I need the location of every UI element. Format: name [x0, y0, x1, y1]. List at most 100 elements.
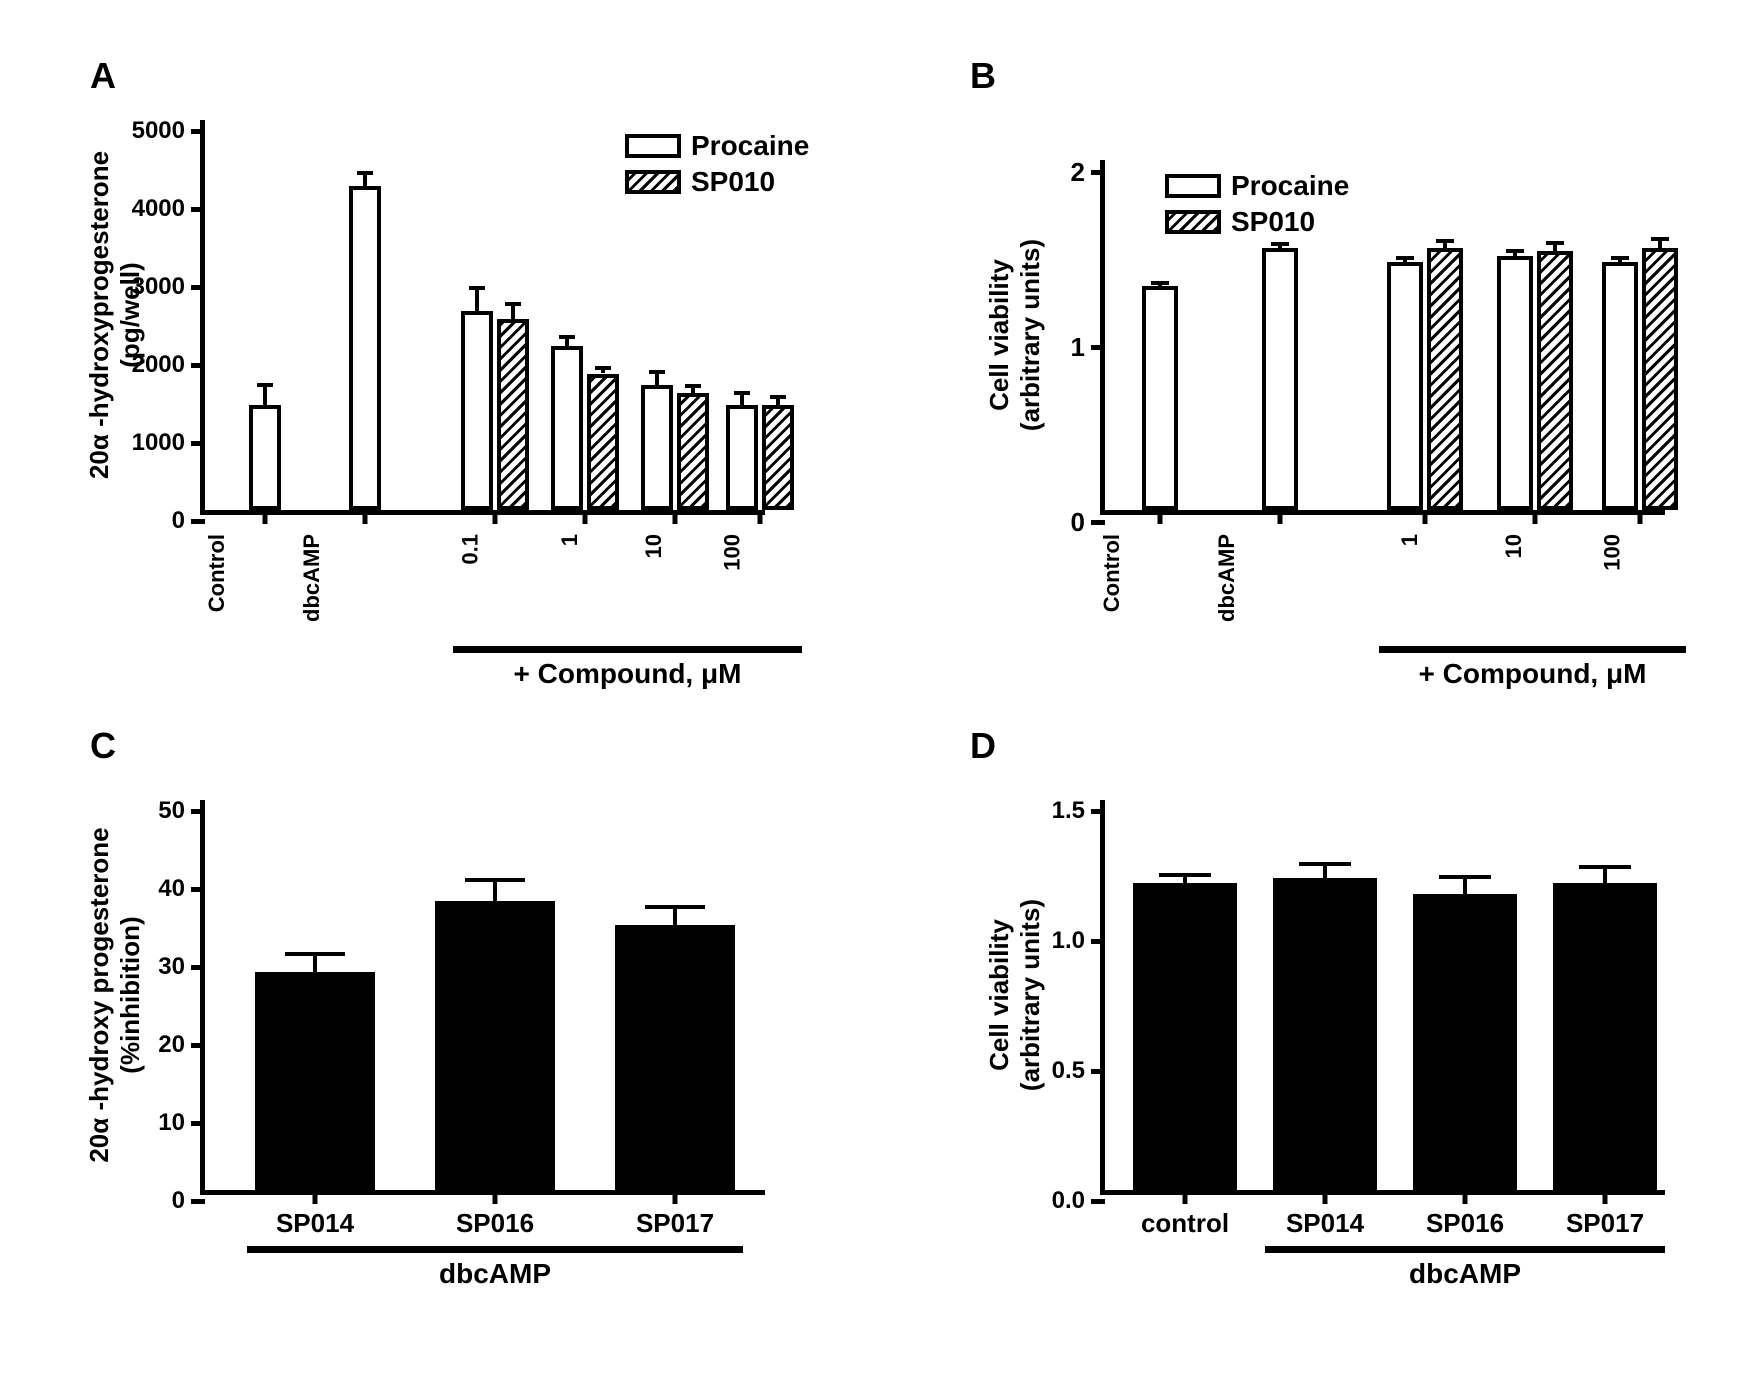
x-axis-group-label: + Compound, μM — [1379, 658, 1686, 690]
y-tick-label: 10 — [158, 1109, 191, 1137]
y-axis-label: 20α -hydroxyprogesterone(pg/well) — [84, 151, 146, 479]
bar — [726, 405, 758, 510]
y-tick-mark — [1091, 1069, 1105, 1074]
y-tick-mark — [191, 1199, 205, 1204]
y-tick: 20 — [158, 1031, 205, 1059]
error-cap — [285, 952, 345, 956]
x-tick-mark — [758, 510, 763, 524]
x-tick-label: 10 — [641, 510, 667, 558]
error-cap — [1299, 862, 1351, 866]
y-tick: 0 — [172, 507, 205, 535]
y-tick-label: 1.0 — [1052, 927, 1091, 955]
legend-label: SP010 — [1231, 206, 1315, 238]
y-tick-label: 40 — [158, 875, 191, 903]
plot-area: 01000200030004000500020α -hydroxyprogest… — [200, 120, 765, 515]
x-tick-label: control — [1141, 1190, 1229, 1239]
panel-label-b: B — [970, 55, 996, 97]
x-axis-group-label: dbcAMP — [1265, 1258, 1665, 1290]
y-tick-label: 0.5 — [1052, 1057, 1091, 1085]
x-tick-label: 10 — [1501, 510, 1527, 558]
y-axis-label-line1: 20α -hydroxy progesterone — [84, 827, 115, 1162]
y-tick: 0.5 — [1052, 1057, 1105, 1085]
y-tick: 1.0 — [1052, 927, 1105, 955]
y-tick-mark — [1091, 809, 1105, 814]
error-cap — [1151, 281, 1169, 285]
error-cap — [1439, 875, 1491, 879]
plot-area: 012Cell viability(arbitrary units)Contro… — [1100, 160, 1665, 515]
bar — [641, 385, 673, 510]
x-tick-mark — [1533, 510, 1538, 524]
group-underline — [247, 1246, 743, 1253]
bar — [255, 972, 375, 1190]
error-cap — [1651, 237, 1669, 241]
bar — [1602, 262, 1638, 511]
x-tick-mark — [1423, 510, 1428, 524]
y-tick-label: 0 — [172, 507, 191, 535]
error-cap — [595, 366, 611, 370]
y-tick-label: 5000 — [132, 117, 191, 145]
error-cap — [1506, 249, 1524, 253]
error-cap — [1271, 242, 1289, 246]
legend-item: Procaine — [625, 130, 809, 162]
x-tick-label: 1 — [557, 510, 583, 546]
error-cap — [1579, 865, 1631, 869]
y-tick: 10 — [158, 1109, 205, 1137]
bar — [762, 405, 794, 510]
y-tick: 5000 — [132, 117, 205, 145]
x-tick-label: SP014 — [276, 1190, 354, 1239]
error-cap — [505, 302, 521, 306]
y-axis-label: Cell viability(arbitrary units) — [984, 899, 1046, 1091]
y-tick-label: 20 — [158, 1031, 191, 1059]
legend-swatch — [625, 170, 681, 194]
group-underline — [1265, 1246, 1665, 1253]
x-tick-label: 0.1 — [458, 510, 484, 565]
y-tick-mark — [1091, 170, 1105, 175]
panel-c: 0102030405020α -hydroxy progesterone(%in… — [200, 800, 760, 1190]
legend: ProcaineSP010 — [625, 130, 809, 198]
panel-label-a: A — [90, 55, 116, 97]
y-tick-mark — [1091, 1199, 1105, 1204]
y-tick-label: 1 — [1071, 332, 1091, 363]
error-cap — [645, 905, 705, 909]
y-tick-label: 1.5 — [1052, 797, 1091, 825]
bar — [1427, 248, 1463, 511]
x-tick-label: 100 — [720, 510, 746, 571]
bar — [1642, 248, 1678, 511]
x-tick-label: SP017 — [636, 1190, 714, 1239]
y-axis-label-line2: (pg/well) — [115, 151, 146, 479]
x-tick-label: 100 — [1600, 510, 1626, 571]
panel-b: 012Cell viability(arbitrary units)Contro… — [1100, 160, 1660, 510]
y-tick-label: 2 — [1071, 157, 1091, 188]
x-tick-label: dbcAMP — [1214, 510, 1240, 622]
error-cap — [649, 370, 665, 374]
y-tick-mark — [191, 887, 205, 892]
y-tick: 0.0 — [1052, 1187, 1105, 1215]
legend-item: Procaine — [1165, 170, 1349, 202]
x-tick-label: dbcAMP — [299, 510, 325, 622]
error-cap — [469, 286, 485, 290]
y-axis-label-line1: Cell viability — [984, 899, 1015, 1091]
y-tick-mark — [191, 1043, 205, 1048]
group-underline — [1379, 646, 1686, 653]
bar — [1387, 262, 1423, 511]
y-tick: 1.5 — [1052, 797, 1105, 825]
bar — [1497, 256, 1533, 510]
bar — [461, 311, 493, 510]
x-tick-label: Control — [204, 510, 230, 612]
legend-swatch — [1165, 174, 1221, 198]
y-tick-label: 0.0 — [1052, 1187, 1091, 1215]
x-tick-label: SP014 — [1286, 1190, 1364, 1239]
x-tick-mark — [1158, 510, 1163, 524]
y-tick-mark — [1091, 939, 1105, 944]
y-tick-mark — [191, 519, 205, 524]
x-tick-label: Control — [1099, 510, 1125, 612]
x-tick-mark — [673, 510, 678, 524]
x-tick-mark — [583, 510, 588, 524]
error-cap — [1159, 873, 1211, 877]
y-tick: 2 — [1071, 157, 1105, 188]
bar — [587, 374, 619, 511]
bar — [677, 393, 709, 510]
x-tick-label: SP016 — [456, 1190, 534, 1239]
y-tick-label: 0 — [1071, 507, 1091, 538]
legend-label: Procaine — [1231, 170, 1349, 202]
